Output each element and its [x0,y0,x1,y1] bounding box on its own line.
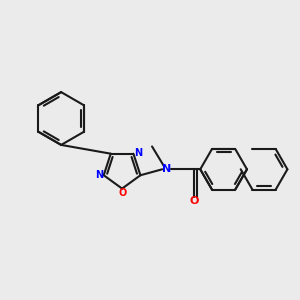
Text: N: N [162,164,171,174]
Text: N: N [95,170,103,180]
Text: N: N [134,148,142,158]
Text: O: O [190,196,199,206]
Text: O: O [118,188,127,198]
